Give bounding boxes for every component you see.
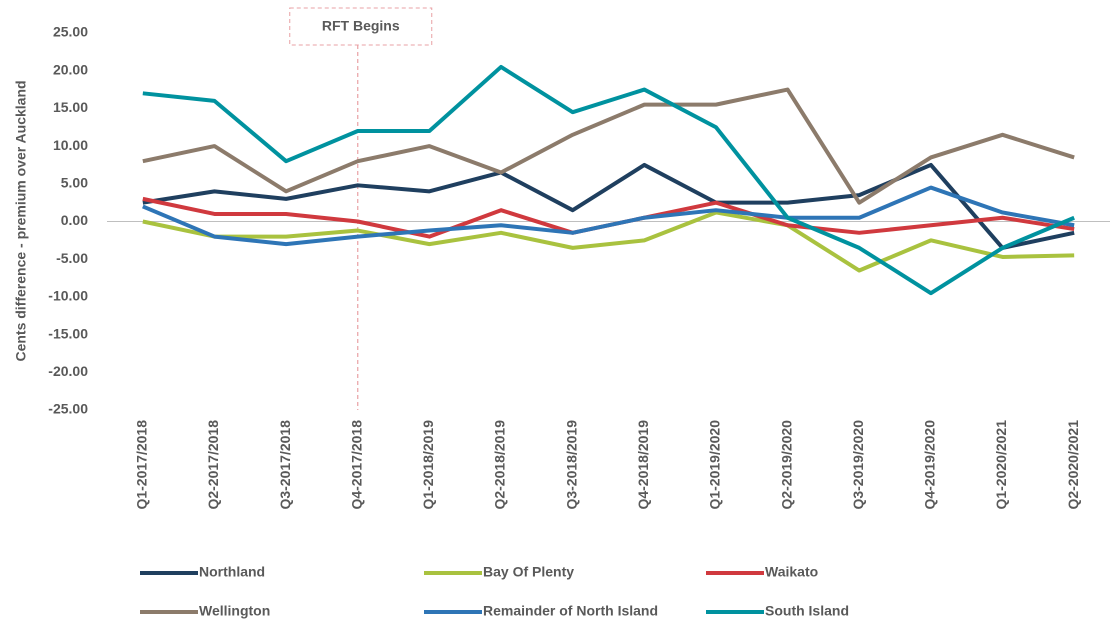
x-tick-label: Q4-2019/2020 <box>922 420 938 510</box>
x-tick-label: Q3-2019/2020 <box>850 420 866 510</box>
x-tick-label: Q2-2017/2018 <box>205 420 221 510</box>
legend-label: Waikato <box>765 564 818 580</box>
y-tick-label: -10.00 <box>48 288 88 304</box>
x-tick-label: Q3-2018/2019 <box>563 420 579 510</box>
y-tick-label: 0.00 <box>61 212 88 228</box>
series-line <box>142 196 1075 239</box>
series-line <box>142 162 1075 250</box>
y-tick-label: -25.00 <box>48 401 88 417</box>
series-line <box>142 87 1075 205</box>
y-tick-label: -5.00 <box>56 250 88 266</box>
x-tick-label: Q1-2018/2019 <box>420 420 436 510</box>
series-line <box>142 185 1075 247</box>
series-line <box>142 210 1075 273</box>
x-tick-label: Q2-2019/2020 <box>778 420 794 510</box>
legend-label: Northland <box>199 564 265 580</box>
y-tick-label: 25.00 <box>53 24 88 40</box>
y-axis-label: Cents difference - premium over Auckland <box>13 80 29 361</box>
legend-label: South Island <box>765 603 849 619</box>
annotation-text: RFT Begins <box>322 18 400 34</box>
annotation-box <box>289 7 433 46</box>
x-tick-label: Q1-2020/2021 <box>993 420 1009 510</box>
legend-label: Remainder of North Island <box>483 603 658 619</box>
series-line <box>142 64 1075 296</box>
x-tick-label: Q4-2017/2018 <box>348 420 364 510</box>
x-tick-label: Q2-2020/2021 <box>1065 420 1081 510</box>
y-tick-label: 20.00 <box>53 61 88 77</box>
y-tick-label: -20.00 <box>48 363 88 379</box>
x-tick-label: Q1-2019/2020 <box>707 420 723 510</box>
x-tick-label: Q4-2018/2019 <box>635 420 651 510</box>
y-tick-label: -15.00 <box>48 325 88 341</box>
legend-label: Wellington <box>199 603 270 619</box>
x-tick-label: Q1-2017/2018 <box>134 420 150 510</box>
legend-label: Bay Of Plenty <box>483 564 574 580</box>
x-tick-label: Q3-2017/2018 <box>277 420 293 510</box>
y-tick-label: 15.00 <box>53 99 88 115</box>
y-tick-label: 5.00 <box>61 175 88 191</box>
y-tick-label: 10.00 <box>53 137 88 153</box>
x-tick-label: Q2-2018/2019 <box>492 420 508 510</box>
